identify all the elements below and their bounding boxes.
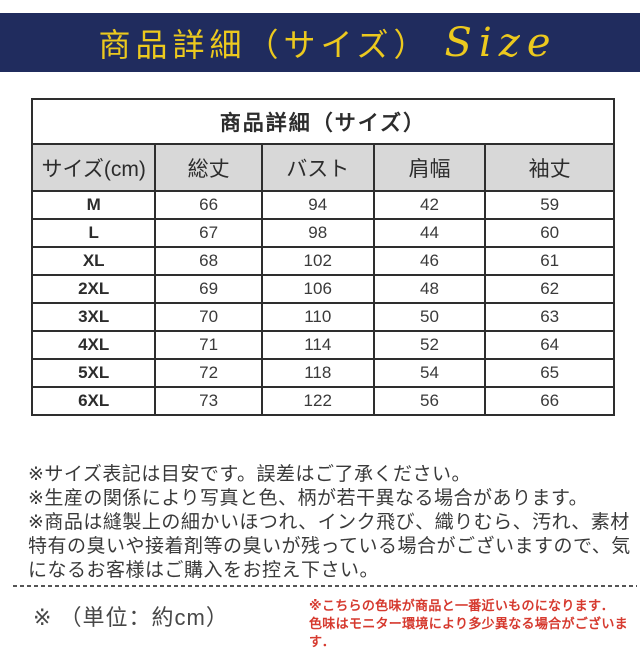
- measurement-cell: 110: [260, 302, 375, 332]
- table-row: 2XL 69 106 48 62: [30, 274, 615, 304]
- measurement-cell: 56: [372, 386, 487, 416]
- table-row: 6XL 73 122 56 66: [30, 386, 615, 416]
- measurement-cell: 69: [154, 274, 263, 304]
- size-label-cell: XL: [30, 246, 157, 276]
- measurement-cell: 64: [484, 330, 615, 360]
- color-disclaimer: ※こちらの色味が商品と一番近いものになります． 色味はモニター環境により多少異なる…: [309, 597, 639, 651]
- size-label-cell: 6XL: [30, 386, 157, 416]
- measurement-cell: 114: [260, 330, 375, 360]
- measurement-cell: 59: [484, 190, 615, 220]
- table-row: 5XL 72 118 54 65: [30, 358, 615, 388]
- size-table-body: M 66 94 42 59 L 67 98 44 60 XL 68 102 46 61 2XL 69 106 48 6…: [30, 190, 615, 416]
- measurement-cell: 122: [260, 386, 375, 416]
- color-disclaimer-line: ※こちらの色味が商品と一番近いものになります．: [309, 598, 615, 613]
- measurement-cell: 67: [154, 218, 263, 248]
- note-item: ※商品は縫製上の細かいほつれ、インク飛び、織りむら、汚れ、素材特有の臭いや接着剤…: [28, 512, 631, 581]
- size-table: 商品詳細（サイズ） サイズ(cm) 総丈 バスト 肩幅 袖丈 M 66 94 42 59 L 67 9…: [30, 98, 615, 416]
- measurement-cell: 62: [484, 274, 615, 304]
- size-label-cell: L: [30, 218, 157, 248]
- measurement-cell: 70: [154, 302, 263, 332]
- dashed-divider: [13, 585, 637, 587]
- table-row: 4XL 71 114 52 64: [30, 330, 615, 360]
- measurement-cell: 61: [484, 246, 615, 276]
- measurement-cell: 65: [484, 358, 615, 388]
- column-header: バスト: [260, 143, 375, 192]
- size-label-cell: 4XL: [30, 330, 157, 360]
- measurement-cell: 102: [260, 246, 375, 276]
- size-table-header-row: サイズ(cm) 総丈 バスト 肩幅 袖丈: [30, 143, 615, 192]
- note-item: ※サイズ表記は目安です。誤差はご了承ください。: [28, 464, 471, 485]
- measurement-cell: 42: [372, 190, 487, 220]
- measurement-cell: 46: [372, 246, 487, 276]
- measurement-cell: 44: [372, 218, 487, 248]
- table-row: 3XL 70 110 50 63: [30, 302, 615, 332]
- measurement-cell: 118: [260, 358, 375, 388]
- table-caption-row: 商品詳細（サイズ）: [31, 98, 615, 145]
- measurement-cell: 66: [154, 190, 263, 220]
- measurement-cell: 106: [260, 274, 375, 304]
- size-label-cell: 2XL: [30, 274, 157, 304]
- measurement-cell: 60: [484, 218, 615, 248]
- banner-title: 商品詳細（サイズ）: [98, 26, 431, 63]
- table-row: L 67 98 44 60: [30, 218, 615, 248]
- measurement-cell: 73: [154, 386, 263, 416]
- note-item: ※生産の関係により写真と色、柄が若干異なる場合があります。: [28, 488, 589, 509]
- banner-subtitle: Size: [444, 19, 558, 66]
- measurement-cell: 72: [154, 358, 263, 388]
- unit-note: ※ （単位：約cm）: [33, 605, 229, 630]
- table-row: XL 68 102 46 61: [30, 246, 615, 276]
- size-label-cell: 5XL: [30, 358, 157, 388]
- measurement-cell: 66: [484, 386, 615, 416]
- table-caption: 商品詳細（サイズ）: [31, 98, 615, 145]
- color-disclaimer-line: 色味はモニター環境により多少異なる場合がございます．: [309, 616, 628, 649]
- measurement-cell: 63: [484, 302, 615, 332]
- column-header: 袖丈: [484, 143, 615, 192]
- table-row: M 66 94 42 59: [30, 190, 615, 220]
- measurement-cell: 98: [260, 218, 375, 248]
- size-label-cell: M: [30, 190, 157, 220]
- measurement-cell: 52: [372, 330, 487, 360]
- banner: 商品詳細（サイズ） Size: [0, 13, 640, 72]
- measurement-cell: 48: [372, 274, 487, 304]
- column-header: 総丈: [154, 143, 263, 192]
- measurement-cell: 94: [260, 190, 375, 220]
- measurement-cell: 50: [372, 302, 487, 332]
- measurement-cell: 71: [154, 330, 263, 360]
- measurement-cell: 54: [372, 358, 487, 388]
- column-header: サイズ(cm): [30, 143, 157, 192]
- measurement-cell: 68: [154, 246, 263, 276]
- size-label-cell: 3XL: [30, 302, 157, 332]
- notes: ※サイズ表記は目安です。誤差はご了承ください。 ※生産の関係により写真と色、柄が若…: [28, 463, 636, 583]
- column-header: 肩幅: [372, 143, 487, 192]
